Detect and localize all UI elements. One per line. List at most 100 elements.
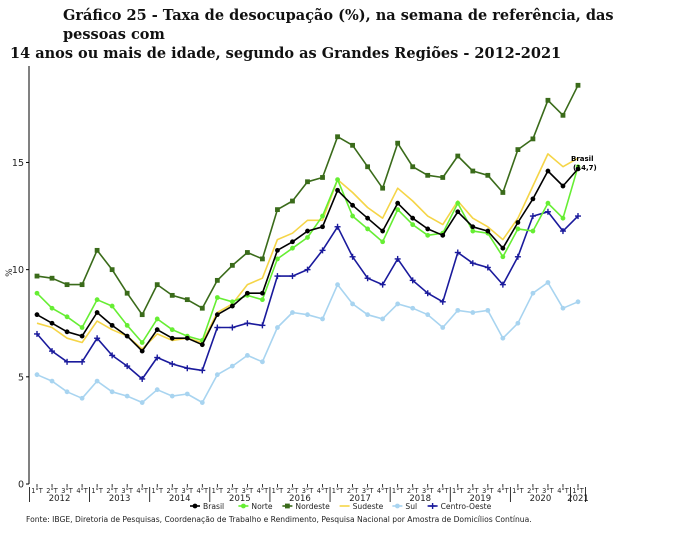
series-line-nordeste: [36, 84, 579, 316]
data-point-norte: [49, 305, 55, 311]
data-point-norte: [275, 256, 280, 262]
data-point-sul: [575, 299, 581, 305]
data-point-norte: [500, 254, 506, 260]
data-point-brasil: [229, 303, 235, 309]
data-point-sul: [425, 312, 431, 318]
data-point-sul: [515, 320, 521, 326]
data-point-norte: [154, 316, 160, 322]
data-point-sul: [545, 280, 551, 285]
data-point-centro-oeste: [409, 277, 416, 284]
data-point-sul: [500, 335, 506, 341]
data-point-brasil: [79, 333, 85, 339]
data-point-norte: [395, 207, 401, 213]
chart-series: [34, 82, 581, 405]
data-point-nordeste: [365, 164, 371, 170]
x-tick-label: 2°T: [527, 487, 539, 495]
data-point-nordeste: [199, 305, 205, 311]
data-point-norte: [109, 303, 115, 309]
x-tick-label: 4°T: [437, 487, 449, 495]
legend-label: Brasil: [203, 502, 224, 511]
data-point-nordeste: [169, 292, 175, 298]
data-point-nordeste: [214, 277, 220, 283]
data-point-brasil: [425, 226, 431, 232]
data-point-nordeste: [260, 256, 265, 262]
data-point-centro-oeste: [424, 290, 431, 297]
data-point-centro-oeste: [514, 253, 521, 260]
data-point-brasil: [275, 247, 280, 253]
legend-item-sudeste: Sudeste: [339, 502, 384, 511]
data-point-nordeste: [335, 134, 340, 140]
legend-swatch-marker: [192, 503, 198, 509]
data-point-brasil: [260, 290, 265, 296]
legend-item-norte: Norte: [238, 502, 273, 511]
data-point-centro-oeste: [64, 358, 71, 365]
x-tick-label: 2°T: [347, 487, 359, 495]
x-tick-label: 1°T: [392, 487, 404, 495]
legend-swatch-marker: [285, 503, 290, 509]
data-point-brasil: [169, 335, 175, 341]
x-tick-label: 3°T: [422, 487, 434, 495]
data-point-norte: [365, 226, 371, 232]
data-point-sul: [260, 359, 265, 365]
data-point-brasil: [575, 166, 581, 172]
data-point-sul: [395, 301, 401, 307]
data-point-norte: [214, 295, 220, 300]
data-point-sul: [320, 316, 325, 322]
data-point-brasil: [320, 224, 325, 230]
data-point-sul: [560, 305, 566, 311]
data-point-nordeste: [485, 172, 491, 178]
data-point-centro-oeste: [274, 273, 281, 280]
data-point-sul: [335, 282, 340, 288]
data-point-centro-oeste: [184, 365, 191, 372]
data-point-nordeste: [470, 168, 476, 174]
data-point-sul: [79, 395, 85, 401]
data-point-brasil: [500, 245, 506, 251]
data-point-brasil: [545, 168, 551, 174]
data-point-brasil: [94, 310, 100, 315]
data-point-centro-oeste: [289, 273, 296, 280]
data-point-nordeste: [124, 290, 130, 296]
legend-swatch-marker: [429, 503, 436, 509]
data-point-nordeste: [500, 190, 506, 195]
x-tick-label: 3°T: [482, 487, 494, 495]
data-point-nordeste: [410, 164, 416, 170]
data-point-centro-oeste: [199, 367, 206, 374]
data-point-nordeste: [575, 82, 581, 88]
data-point-norte: [139, 340, 145, 345]
x-tick-label: 1°T: [212, 487, 224, 495]
y-tick-label: 0: [18, 480, 24, 491]
data-point-brasil: [380, 228, 386, 234]
source-note: Fonte: IBGE, Diretoria de Pesquisas, Coo…: [26, 515, 532, 524]
data-point-centro-oeste: [529, 213, 536, 220]
data-point-nordeste: [380, 185, 386, 191]
data-point-centro-oeste: [259, 322, 266, 329]
x-tick-label: 2°T: [467, 487, 479, 495]
data-point-sul: [214, 372, 220, 378]
data-point-brasil: [455, 209, 461, 215]
data-point-brasil: [440, 232, 446, 238]
data-point-centro-oeste: [244, 320, 251, 327]
data-point-brasil: [34, 312, 40, 318]
data-point-centro-oeste: [454, 249, 461, 256]
data-point-norte: [34, 290, 40, 296]
data-point-sul: [455, 307, 461, 313]
chart-legend: Brasil Norte Nordeste Sudeste Sul Centro-Oest…: [190, 502, 492, 511]
data-point-brasil: [184, 335, 190, 341]
x-tick-label: 2°T: [106, 487, 118, 495]
data-point-centro-oeste: [544, 208, 551, 215]
data-point-sul: [139, 400, 145, 405]
legend-label: Norte: [251, 502, 272, 511]
data-point-norte: [380, 239, 386, 245]
chart-title-line1: Gráfico 25 - Taxa de desocupação (%), na…: [63, 7, 614, 43]
legend-item-nordeste: Nordeste: [282, 502, 330, 511]
data-point-centro-oeste: [499, 281, 506, 288]
data-point-brasil: [395, 200, 401, 206]
data-point-centro-oeste: [94, 335, 101, 342]
data-point-brasil: [470, 224, 476, 230]
data-point-centro-oeste: [575, 213, 581, 220]
data-point-sul: [169, 393, 175, 399]
x-tick-label: 3°T: [121, 487, 133, 495]
data-point-nordeste: [49, 275, 55, 281]
x-tick-label: 2°T: [166, 487, 178, 495]
